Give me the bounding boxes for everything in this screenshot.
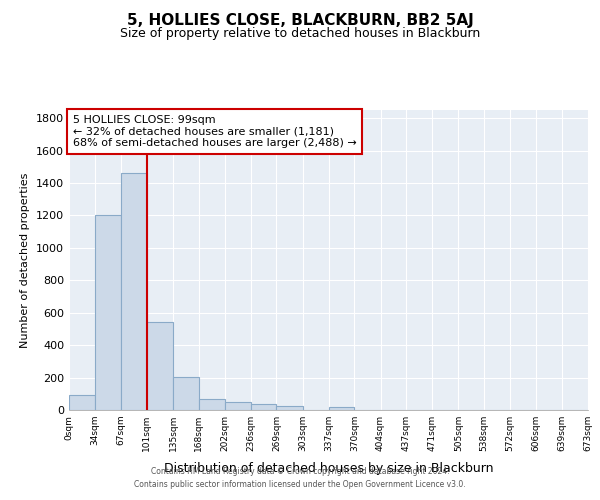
- Y-axis label: Number of detached properties: Number of detached properties: [20, 172, 31, 348]
- Text: 5, HOLLIES CLOSE, BLACKBURN, BB2 5AJ: 5, HOLLIES CLOSE, BLACKBURN, BB2 5AJ: [127, 12, 473, 28]
- Bar: [95, 216, 121, 410]
- Text: 5 HOLLIES CLOSE: 99sqm
← 32% of detached houses are smaller (1,181)
68% of semi-: 5 HOLLIES CLOSE: 99sqm ← 32% of detached…: [73, 115, 356, 148]
- Bar: [173, 377, 199, 410]
- Text: Contains public sector information licensed under the Open Government Licence v3: Contains public sector information licen…: [134, 480, 466, 489]
- Bar: [69, 396, 95, 410]
- Bar: [329, 407, 355, 410]
- Bar: [121, 173, 147, 410]
- Bar: [251, 404, 277, 410]
- Text: Size of property relative to detached houses in Blackburn: Size of property relative to detached ho…: [120, 28, 480, 40]
- Bar: [225, 402, 251, 410]
- Bar: [147, 322, 173, 410]
- Bar: [199, 398, 225, 410]
- Text: Contains HM Land Registry data © Crown copyright and database right 2024.: Contains HM Land Registry data © Crown c…: [151, 467, 449, 476]
- X-axis label: Distribution of detached houses by size in Blackburn: Distribution of detached houses by size …: [164, 462, 493, 475]
- Bar: [277, 406, 302, 410]
